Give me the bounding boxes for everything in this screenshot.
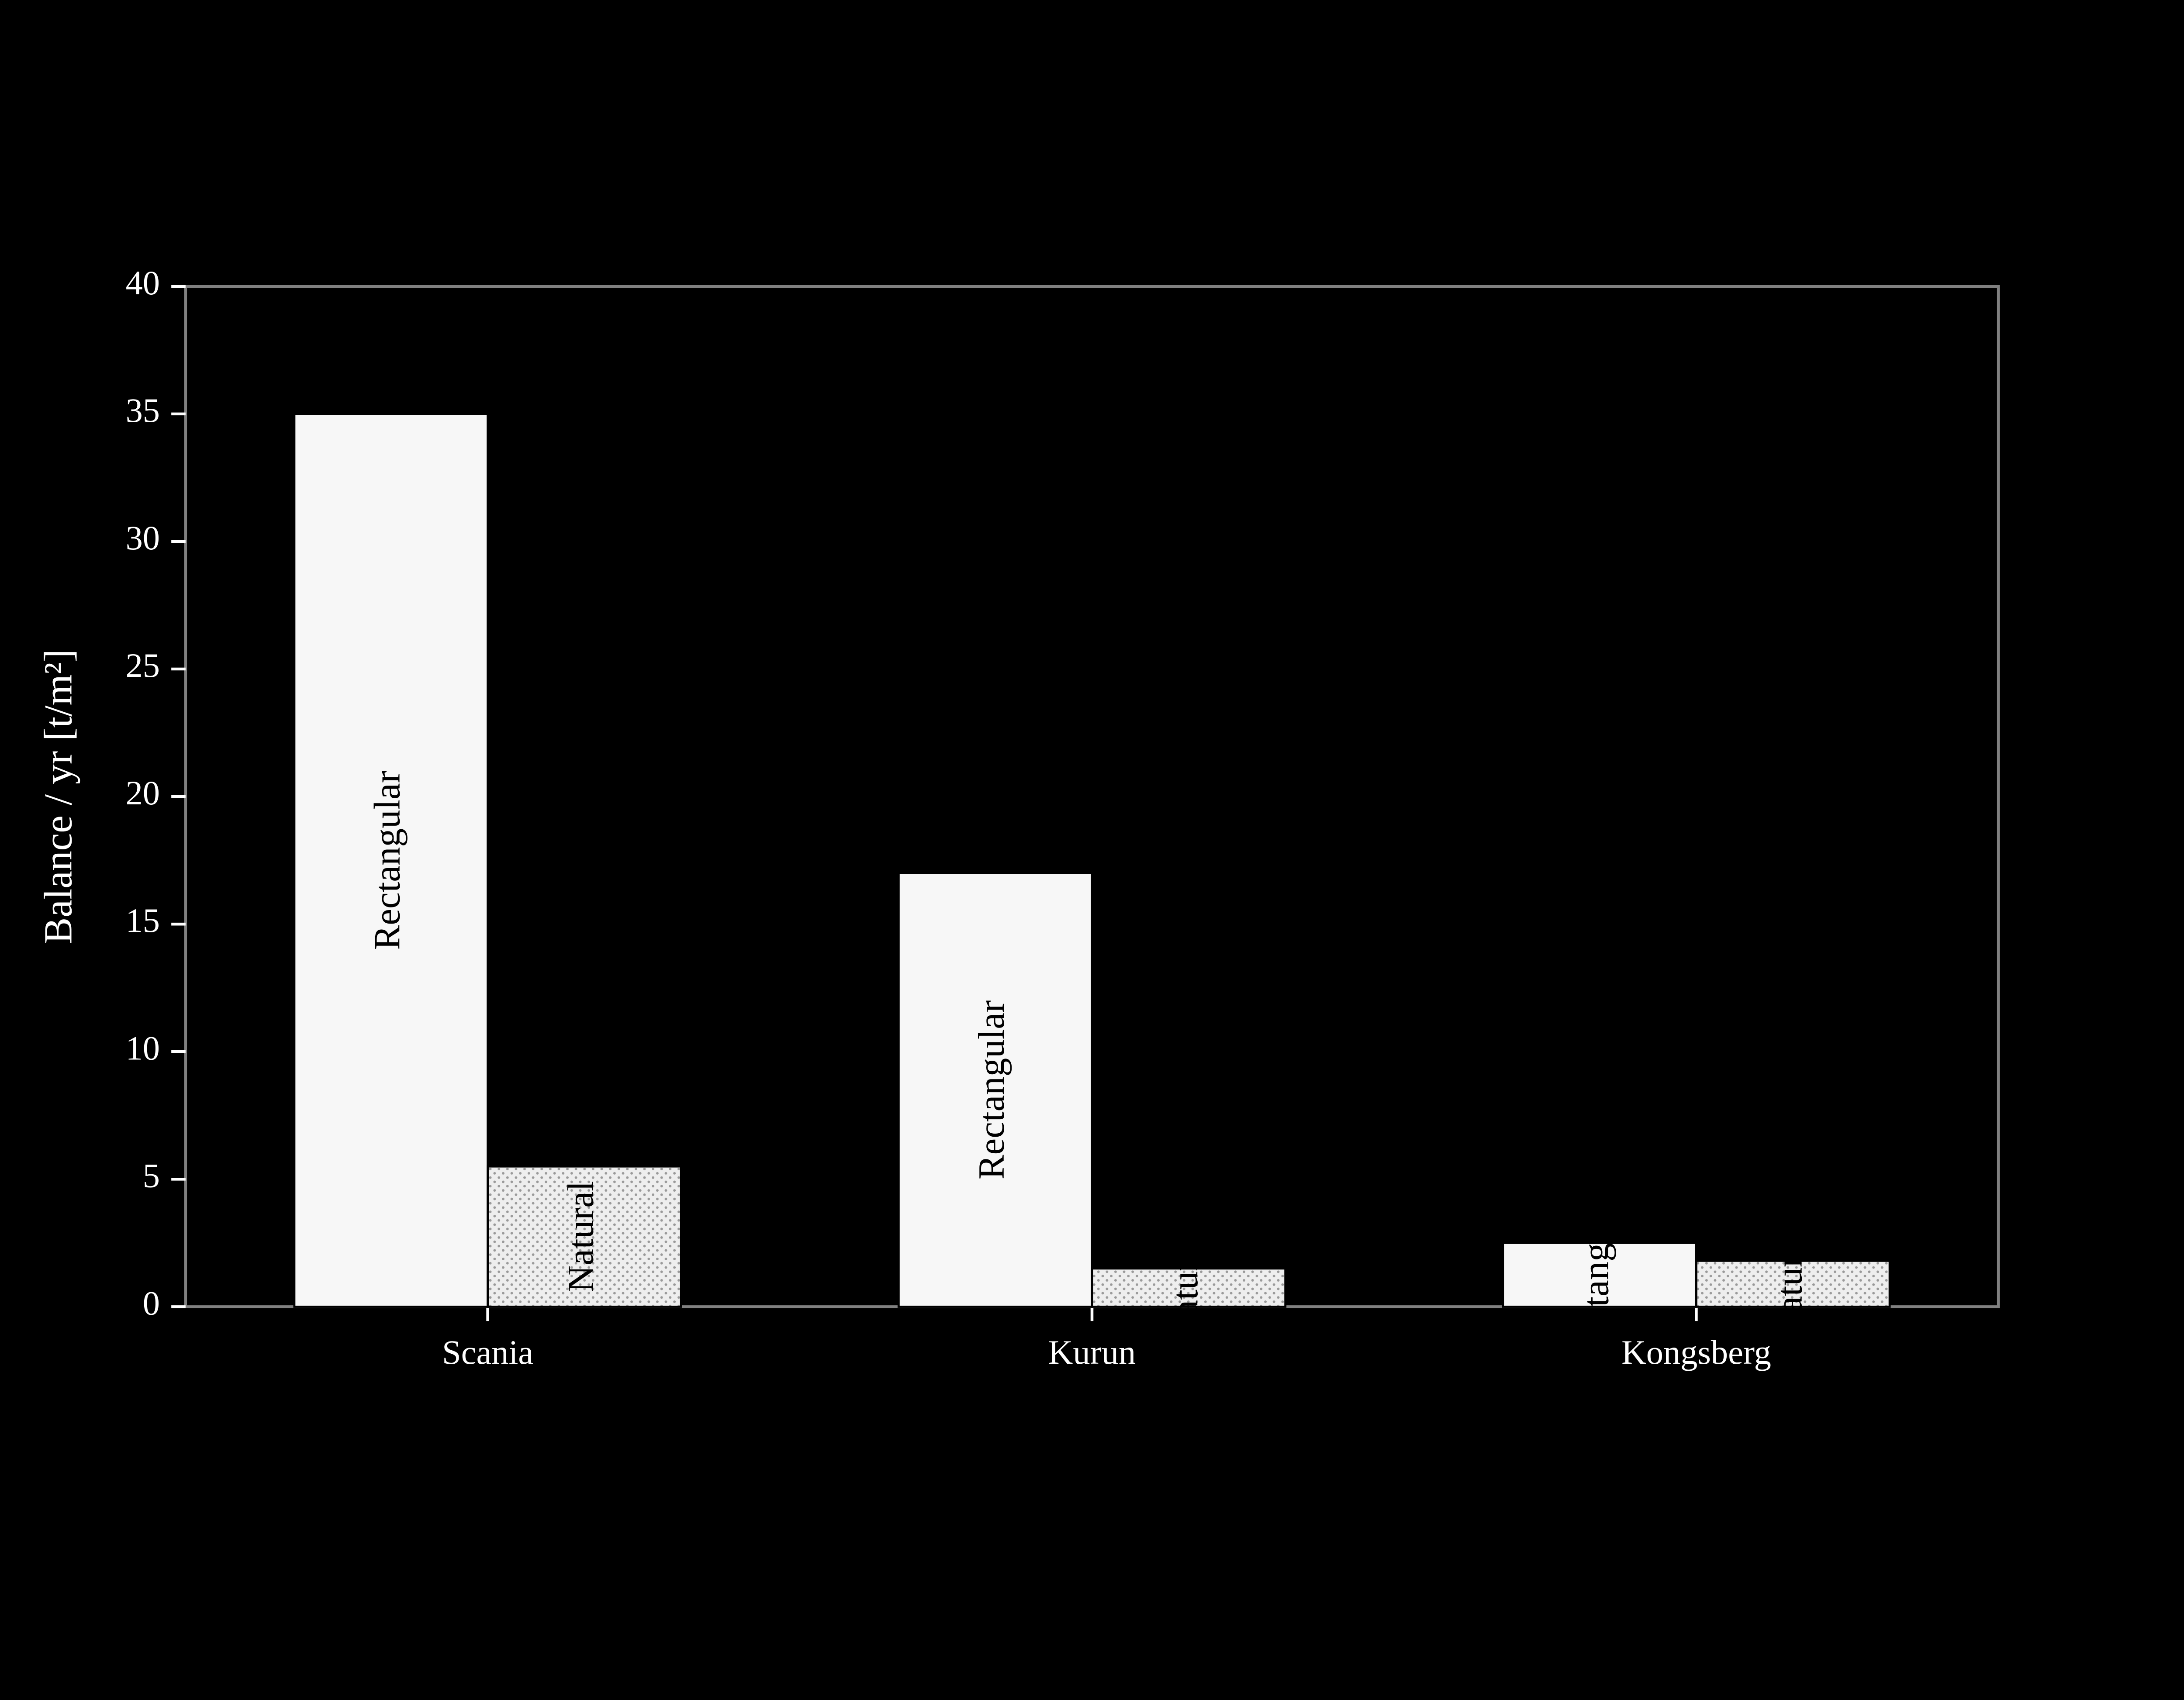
bar-label-natural: Natural — [1165, 1232, 1206, 1343]
svg-text:30: 30 — [126, 519, 160, 557]
svg-text:20: 20 — [126, 774, 160, 812]
svg-text:25: 25 — [126, 646, 160, 684]
bar-label-rectangular: Rectangular — [1576, 1185, 1617, 1364]
x-tick-label: Kurun — [1048, 1333, 1136, 1371]
svg-text:40: 40 — [126, 264, 160, 302]
svg-text:10: 10 — [126, 1029, 160, 1067]
x-tick-label: Kongsberg — [1621, 1333, 1771, 1371]
x-tick-label: Scania — [442, 1333, 533, 1371]
bar-label-rectangular: Rectangular — [971, 1000, 1012, 1179]
svg-text:15: 15 — [126, 901, 160, 939]
bar-label-natural: Natural — [1769, 1228, 1810, 1339]
bar-chart: 0 5 10 15 20 25 30 35 40 Balance / yr [t/m²] Scani… — [0, 122, 2184, 1578]
bar-label-natural: Natural — [560, 1181, 601, 1292]
chart-container: 0 5 10 15 20 25 30 35 40 Balance / yr [t/m²] Scani… — [0, 0, 2184, 1700]
y-axis-label: Balance / yr [t/m²] — [35, 649, 80, 944]
bar-label-rectangular: Rectangular — [367, 771, 408, 950]
svg-text:5: 5 — [143, 1156, 160, 1194]
svg-text:35: 35 — [126, 391, 160, 429]
svg-text:0: 0 — [143, 1284, 160, 1322]
